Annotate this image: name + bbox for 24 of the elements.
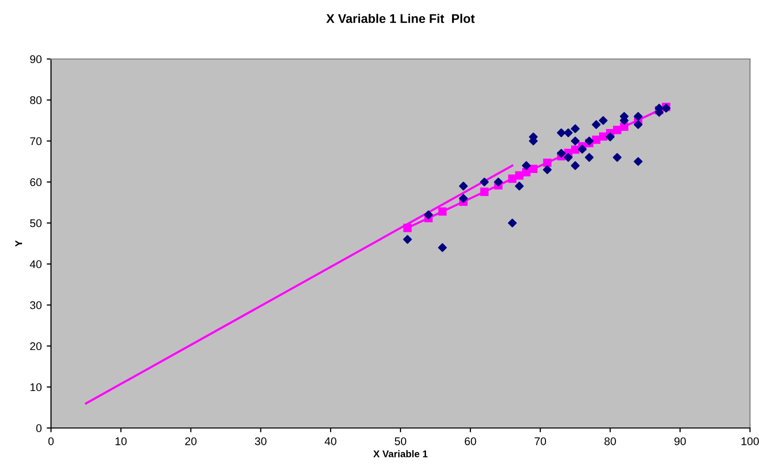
y-tick-label: 0 [36,424,42,432]
x-tick-label: 30 [254,437,266,446]
x-tick-label: 90 [674,437,686,446]
y-tick-label: 10 [30,383,42,392]
x-tick-label: 50 [394,437,406,446]
y-tick-label: 80 [30,96,42,104]
x-tick-label: 20 [185,437,197,446]
x-tick-label: 0 [48,437,54,446]
x-axis-title: X Variable 1 [373,450,428,458]
y-tick-label: 70 [30,137,42,146]
y-tick-label: 30 [30,301,42,310]
x-tick-label: 100 [742,437,759,446]
y-tick-label: 20 [30,342,42,350]
y-tick-label: 60 [30,178,42,186]
x-tick-label: 70 [534,437,546,446]
y-tick-label: 90 [30,55,42,64]
y-axis-title: Y [15,240,22,247]
x-tick-label: 10 [116,437,127,446]
x-tick-label: 60 [464,437,476,446]
y-tick-label: 40 [30,260,42,268]
chart-title: X Variable 1 Line Fit Plot [326,14,475,24]
y-tick-label: 50 [30,219,42,228]
x-tick-label: 80 [604,437,616,446]
x-tick-label: 40 [324,437,336,446]
